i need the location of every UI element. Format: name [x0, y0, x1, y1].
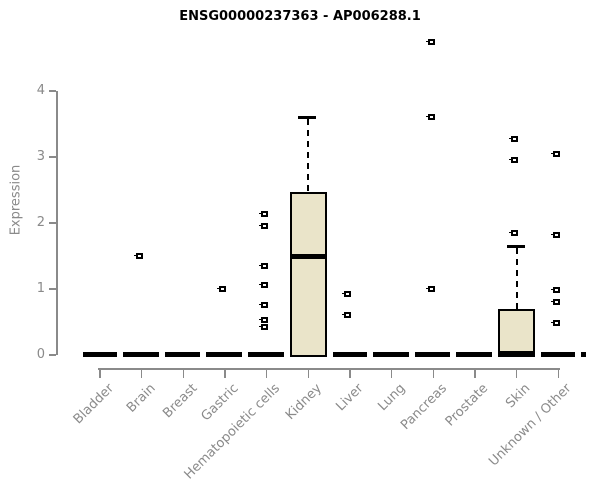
- flat-box: [374, 352, 409, 357]
- x-axis-tick: [557, 368, 559, 378]
- outlier-marker: [259, 222, 269, 229]
- x-axis-tick: [99, 368, 101, 378]
- whisker-line: [307, 119, 310, 193]
- x-axis-tick: [515, 368, 518, 378]
- outlier-marker: [550, 231, 560, 238]
- x-axis-label: Skin: [503, 381, 534, 412]
- x-axis-label: Prostate: [443, 381, 492, 430]
- x-axis-label: Kidney: [282, 381, 325, 423]
- y-axis-tick: [49, 90, 56, 92]
- x-axis-tick: [140, 368, 143, 378]
- outlier-marker: [259, 211, 269, 218]
- x-axis-tick: [224, 368, 226, 378]
- outlier-marker: [134, 253, 144, 259]
- y-axis-tick: [49, 354, 56, 356]
- x-axis-tick: [182, 368, 185, 378]
- x-axis-label: Breast: [159, 381, 200, 422]
- x-axis-label: Liver: [333, 381, 367, 415]
- flat-box: [249, 352, 284, 357]
- outlier-marker: [509, 229, 519, 236]
- y-tick-label: 3: [36, 149, 45, 164]
- flat-box: [541, 352, 576, 357]
- box-body: [498, 309, 536, 357]
- chart-title: ENSG00000237363 - AP006288.1: [179, 9, 421, 24]
- x-axis-tick: [349, 368, 351, 378]
- outlier-marker: [550, 150, 560, 157]
- whisker-cap: [298, 116, 317, 119]
- y-tick-label: 0: [36, 347, 45, 362]
- outlier-marker: [509, 157, 519, 164]
- y-tick-label: 4: [36, 83, 45, 98]
- outlier-marker: [342, 290, 352, 297]
- x-axis-tick: [474, 368, 476, 378]
- outlier-marker: [259, 301, 269, 308]
- outlier-marker: [550, 287, 560, 294]
- outlier-marker: [425, 286, 435, 292]
- flat-box: [457, 352, 492, 357]
- outlier-marker: [259, 282, 269, 289]
- flat-box: [166, 352, 201, 357]
- box-body: [289, 192, 327, 357]
- zero-outlier-marker: [581, 352, 587, 357]
- outlier-marker: [259, 317, 269, 324]
- flat-box: [332, 352, 367, 357]
- flat-box: [416, 352, 451, 357]
- x-axis-tick: [390, 368, 393, 378]
- whisker-cap: [506, 245, 525, 248]
- y-axis-tick: [49, 222, 56, 224]
- outlier-marker: [550, 320, 560, 327]
- x-axis-tick: [265, 368, 268, 378]
- y-axis-line: [56, 91, 58, 355]
- whisker-line: [515, 248, 518, 310]
- flat-box: [207, 352, 242, 357]
- outlier-marker: [550, 298, 560, 305]
- x-axis-label: Lung: [375, 381, 409, 415]
- flat-box: [83, 352, 117, 357]
- outlier-marker: [425, 38, 435, 45]
- x-axis-label: Brain: [123, 381, 159, 416]
- y-axis-tick: [49, 156, 56, 158]
- x-axis-tick: [432, 368, 435, 378]
- y-tick-label: 2: [36, 215, 45, 230]
- y-tick-label: 1: [36, 281, 45, 296]
- x-axis-tick: [307, 368, 310, 378]
- outlier-marker: [217, 286, 227, 292]
- outlier-marker: [342, 311, 352, 318]
- median-line: [500, 350, 534, 356]
- flat-box: [124, 352, 159, 357]
- outlier-marker: [259, 262, 269, 269]
- x-axis-line: [98, 368, 561, 370]
- median-line: [291, 253, 325, 259]
- outlier-marker: [509, 136, 519, 143]
- y-axis-tick: [49, 288, 56, 290]
- x-axis-label: Unknown / Other: [486, 381, 575, 470]
- outlier-marker: [259, 324, 269, 331]
- x-axis-label: Bladder: [70, 381, 117, 428]
- outlier-marker: [425, 114, 435, 121]
